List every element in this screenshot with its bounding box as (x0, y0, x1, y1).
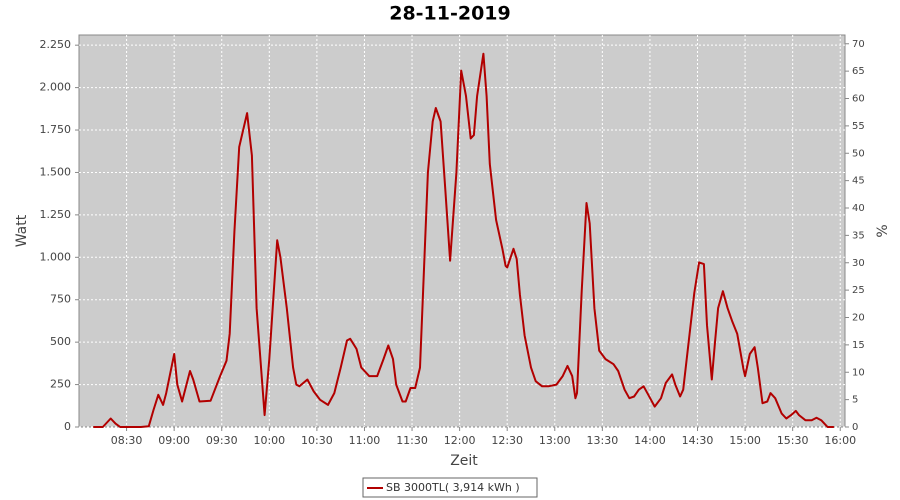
y-tick-label: 1.250 (40, 208, 72, 221)
y-tick-label: 1.500 (40, 165, 72, 178)
x-tick-label: 10:30 (301, 434, 333, 447)
y-tick-label: 2.000 (40, 81, 72, 94)
legend (362, 477, 538, 498)
x-tick-label: 11:00 (349, 434, 381, 447)
y2-tick-label: 35 (852, 230, 865, 241)
y2-tick-label: 65 (852, 66, 865, 77)
plot-area (78, 34, 846, 428)
x-tick-label: 14:30 (682, 434, 714, 447)
y2-axis-label: % (875, 224, 891, 237)
x-tick-label: 09:00 (158, 434, 190, 447)
y-tick-label: 250 (50, 378, 71, 391)
x-tick-label: 12:00 (444, 434, 476, 447)
x-tick-label: 12:30 (491, 434, 523, 447)
y2-tick-label: 10 (852, 367, 865, 378)
x-axis-label: Zeit (450, 453, 478, 469)
x-tick-label: 09:30 (206, 434, 238, 447)
y2-tick-label: 40 (852, 203, 865, 214)
y2-tick-label: 50 (852, 148, 865, 159)
x-tick-label: 15:00 (729, 434, 761, 447)
x-tick-label: 16:00 (824, 434, 856, 447)
y2-tick-label: 70 (852, 39, 865, 50)
y-tick-label: 1.000 (40, 250, 72, 263)
y2-tick-label: 15 (852, 340, 865, 351)
x-tick-label: 11:30 (396, 434, 428, 447)
x-tick-label: 15:30 (777, 434, 809, 447)
y2-tick-label: 30 (852, 258, 865, 269)
x-tick-label: 10:00 (253, 434, 285, 447)
y-tick-label: 1.750 (40, 123, 72, 136)
x-tick-label: 08:30 (111, 434, 143, 447)
x-tick-label: 13:30 (587, 434, 619, 447)
y-tick-label: 0 (64, 420, 71, 433)
legend-label: SB 3000TL( 3,914 kWh ) (386, 481, 520, 494)
y2-tick-label: 25 (852, 285, 865, 296)
y-tick-label: 750 (50, 293, 71, 306)
y-tick-label: 2.250 (40, 38, 72, 51)
y2-tick-label: 5 (852, 395, 858, 406)
y2-tick-label: 55 (852, 121, 865, 132)
y2-tick-label: 20 (852, 313, 865, 324)
chart-title: 28-11-2019 (389, 3, 511, 25)
y-tick-label: 500 (50, 335, 71, 348)
x-tick-label: 13:00 (539, 434, 571, 447)
y2-tick-label: 0 (852, 422, 858, 433)
x-tick-label: 14:00 (634, 434, 666, 447)
series-line (93, 52, 834, 428)
y2-tick-label: 60 (852, 94, 865, 105)
y2-tick-label: 45 (852, 176, 865, 187)
y-axis-label: Watt (14, 214, 30, 247)
